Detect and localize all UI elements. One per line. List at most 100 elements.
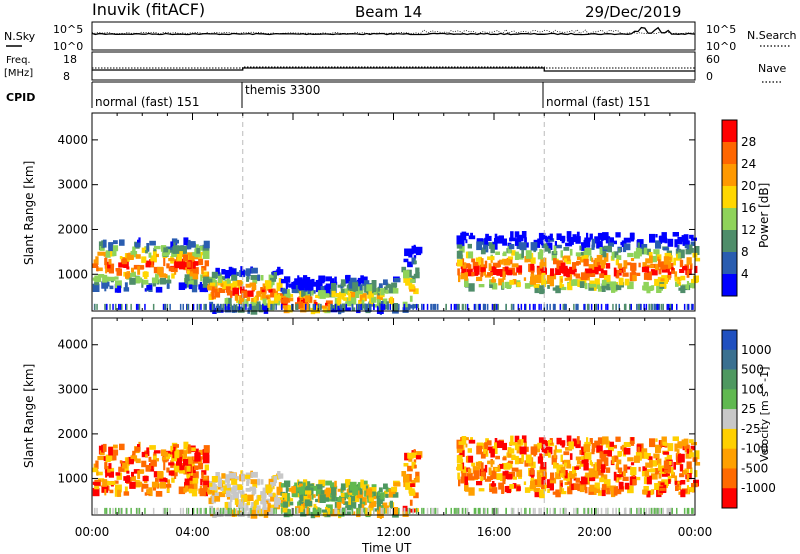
velocity-colorbar-segment — [722, 349, 737, 370]
velocity-cell — [480, 451, 486, 459]
power-cell — [102, 274, 108, 283]
power-cell — [674, 271, 678, 280]
power-cell — [182, 261, 185, 266]
velocity-cell — [305, 490, 312, 495]
power-cell — [172, 245, 175, 254]
velocity-cell — [115, 472, 121, 476]
velocity-cell — [466, 507, 469, 514]
velocity-cell — [202, 485, 208, 492]
velocity-cell — [252, 506, 256, 510]
velocity-cell — [483, 446, 487, 454]
velocity-cell — [480, 471, 486, 478]
power-cell — [133, 264, 140, 270]
velocity-cell — [623, 464, 628, 473]
velocity-cell — [283, 508, 290, 518]
velocity-cell — [537, 442, 542, 449]
power-cell — [671, 303, 673, 310]
power-cell — [389, 296, 393, 305]
velocity-cell — [261, 496, 266, 503]
velocity-cell — [252, 489, 257, 495]
power-cell — [335, 305, 342, 311]
velocity-cell — [426, 507, 429, 514]
power-cell — [517, 235, 522, 241]
power-cell — [349, 296, 357, 305]
power-cell — [118, 262, 125, 268]
power-cell — [362, 297, 366, 302]
power-cell — [142, 279, 149, 285]
velocity-cell — [324, 493, 329, 502]
power-cell — [694, 246, 700, 255]
velocity-cell — [648, 456, 653, 461]
power-cell — [128, 252, 134, 260]
power-colorbar-tick: 8 — [741, 245, 749, 259]
velocity-cell — [300, 509, 307, 517]
power-cell — [149, 240, 156, 246]
velocity-colorbar-segment — [722, 488, 737, 509]
power-cell — [155, 273, 159, 281]
velocity-cell — [529, 507, 531, 514]
power-cell — [108, 242, 113, 252]
velocity-cell — [568, 441, 574, 450]
power-cell — [552, 287, 556, 291]
velocity-cell — [490, 470, 497, 480]
x-tick-label: 00:00 — [678, 525, 713, 539]
velocity-cell — [591, 443, 596, 452]
velocity-cell — [225, 490, 231, 497]
power-cell — [352, 289, 360, 298]
velocity-cell — [184, 483, 190, 492]
velocity-cell — [597, 437, 603, 445]
velocity-cell — [270, 482, 277, 486]
velocity-cell — [512, 507, 515, 514]
velocity-cell — [94, 486, 100, 490]
velocity-cell — [315, 484, 323, 490]
power-cell — [234, 294, 239, 301]
power-cell — [237, 282, 241, 290]
velocity-cell — [581, 459, 589, 464]
power-cell — [382, 298, 388, 305]
power-cell — [526, 256, 533, 263]
velocity-cell — [105, 507, 108, 514]
velocity-cell — [676, 449, 680, 456]
velocity-cell — [502, 475, 506, 485]
velocity-cell — [524, 507, 526, 514]
velocity-cell — [601, 488, 606, 497]
velocity-cell — [341, 497, 345, 504]
power-cell — [238, 308, 245, 312]
velocity-cell — [105, 468, 108, 478]
velocity-cell — [456, 507, 458, 514]
power-cell — [414, 260, 417, 265]
velocity-cell — [573, 507, 575, 514]
power-cell — [434, 303, 437, 310]
power-cell — [96, 266, 99, 272]
power-cell — [618, 303, 620, 310]
power-cell — [152, 249, 157, 256]
velocity-cell — [464, 482, 469, 492]
power-cell — [94, 303, 96, 310]
power-cell — [491, 303, 494, 310]
velocity-colorbar-segment — [722, 330, 737, 351]
velocity-cell — [124, 486, 128, 494]
velocity-cell — [599, 451, 603, 459]
velocity-cell — [636, 476, 641, 481]
power-cell — [525, 303, 527, 310]
velocity-cell — [156, 458, 159, 462]
power-cell — [135, 254, 141, 259]
velocity-cell — [408, 507, 410, 514]
power-cell — [616, 270, 622, 273]
power-cell — [430, 303, 432, 310]
velocity-cell — [368, 494, 373, 500]
velocity-cell — [653, 453, 660, 459]
power-cell — [164, 303, 166, 310]
power-cell — [599, 247, 603, 255]
velocity-cell — [305, 507, 307, 514]
power-cell — [483, 271, 487, 276]
power-cell — [514, 231, 520, 238]
velocity-cell — [499, 463, 504, 469]
power-cell — [681, 235, 687, 242]
power-cell — [543, 243, 548, 250]
velocity-cell — [496, 507, 498, 514]
power-cell — [192, 303, 195, 310]
power-cell — [683, 240, 690, 245]
power-cell — [617, 263, 623, 269]
